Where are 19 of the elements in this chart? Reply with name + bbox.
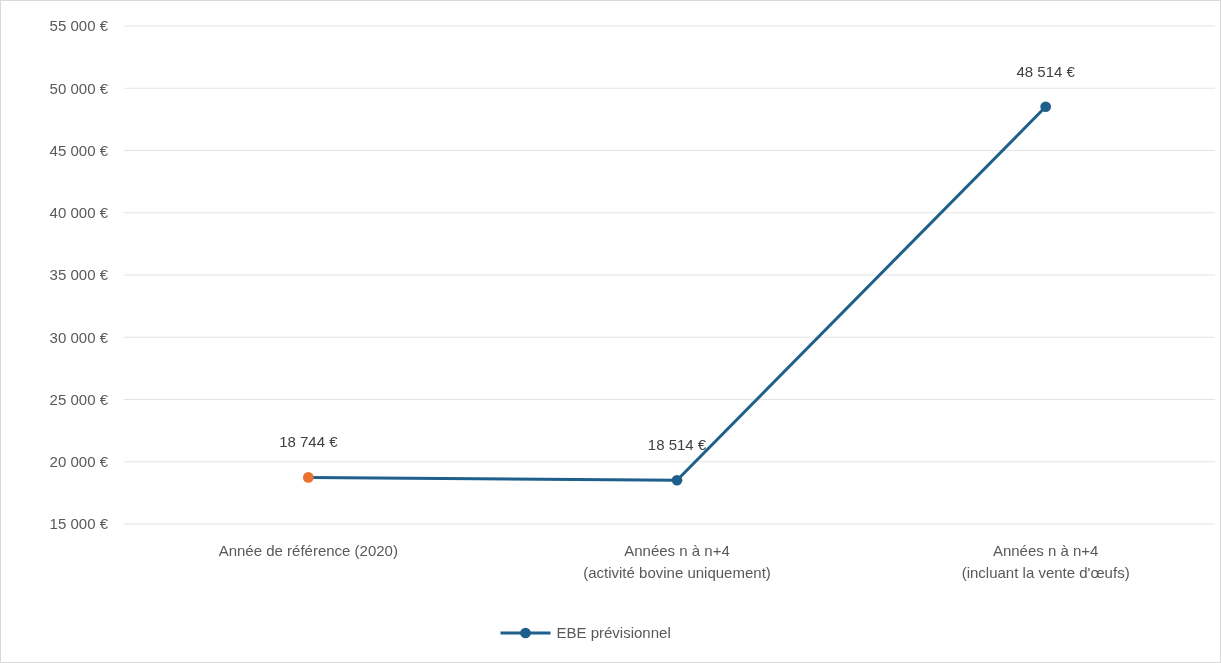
data-label: 18 744 € — [279, 433, 339, 451]
y-tick-label: 15 000 € — [49, 515, 109, 533]
y-tick-label: 55 000 € — [49, 17, 109, 35]
x-tick-label: Année de référence (2020) — [218, 542, 398, 559]
point — [302, 472, 314, 483]
y-tick-label: 25 000 € — [49, 390, 109, 408]
x-tick-label: Années n à n+4 (incluant la vente d'œufs) — [961, 542, 1130, 581]
data-label: 48 514 € — [1016, 62, 1076, 80]
y-tick-label: 30 000 € — [49, 328, 109, 346]
point — [1040, 101, 1052, 113]
y-tick-label: 40 000 € — [49, 204, 109, 221]
y-tick-label: 35 000 € — [49, 266, 109, 284]
y-tick-label: 20 000 € — [49, 453, 109, 470]
y-tick-label: 50 000 € — [49, 79, 109, 97]
legend-label: EBE prévisionnel — [556, 624, 671, 642]
data-label: 18 514 € — [647, 436, 707, 454]
point — [671, 474, 683, 486]
x-tick-label: Années n à n+4 (activité bovine uniquement) — [583, 542, 771, 581]
y-tick-label: 45 000 € — [49, 141, 109, 159]
